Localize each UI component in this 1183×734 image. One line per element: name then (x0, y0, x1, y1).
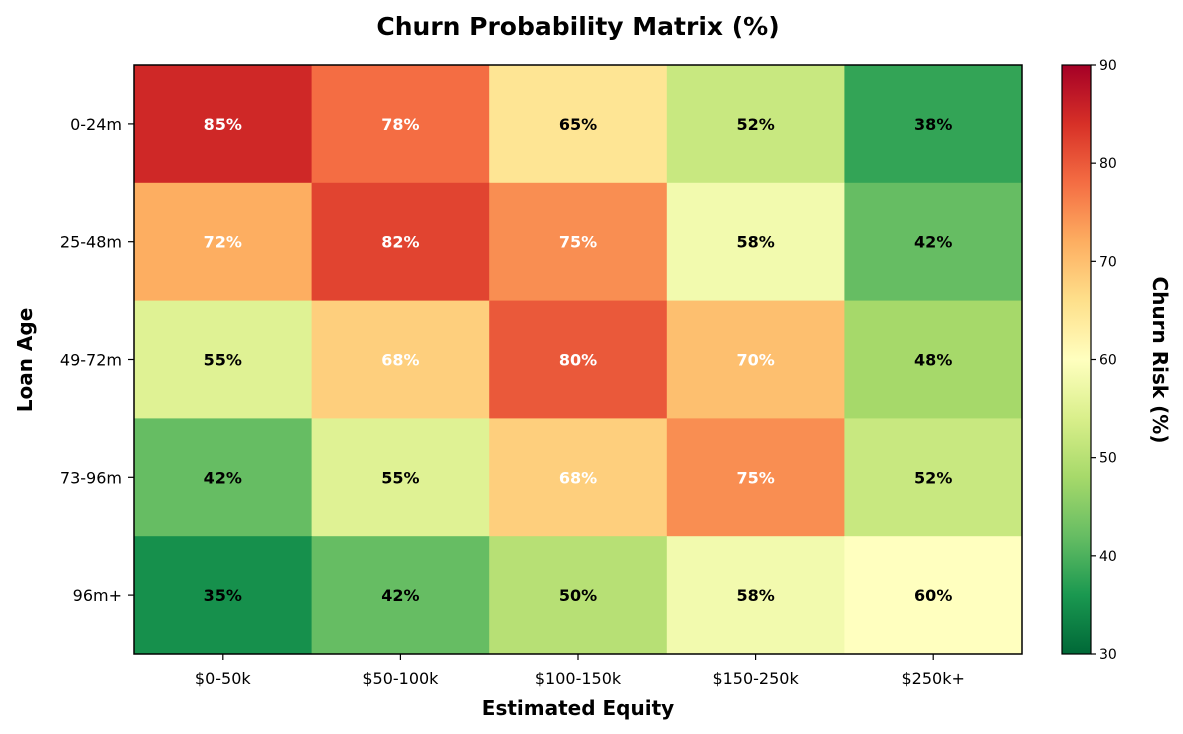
heatmap-cell (134, 536, 313, 655)
colorbar-tick-label: 30 (1099, 647, 1117, 663)
y-tick-label: 96m+ (73, 586, 122, 605)
heatmap-cells: 85% 78% 65% 52% 38% 72% 82% 75% 58% 42% 55% 68% 80% 7… (134, 65, 1023, 655)
heatmap-cell (489, 536, 668, 655)
y-tick-label: 25-48m (60, 233, 122, 252)
heatmap-cell (666, 300, 845, 419)
heatmap-cell (311, 65, 490, 184)
cell-value-label: 58% (736, 586, 774, 605)
colorbar-tick-label: 80 (1099, 156, 1117, 172)
cell-value-label: 55% (381, 468, 419, 487)
colorbar-gradient (1061, 64, 1092, 655)
heatmap-cell (134, 65, 313, 184)
heatmap-cell (134, 182, 313, 302)
colorbar: 30 40 50 60 70 80 90 (1061, 58, 1117, 663)
x-tick-label: $250k+ (902, 669, 965, 688)
colorbar-tick-label: 50 (1099, 451, 1117, 467)
x-tick-label: $150-250k (712, 669, 799, 688)
colorbar-tick-label: 60 (1099, 353, 1117, 369)
cell-value-label: 60% (914, 586, 952, 605)
heatmap-cell (844, 182, 1023, 302)
chart-title: Churn Probability Matrix (%) (376, 12, 779, 41)
cell-value-label: 70% (736, 351, 774, 370)
heatmap-cell (844, 65, 1023, 184)
x-tick-label: $50-100k (362, 669, 439, 688)
heatmap-cell (311, 182, 490, 302)
y-axis-ticks: 0-24m 25-48m 49-72m 73-96m 96m+ (60, 115, 134, 605)
cell-value-label: 68% (559, 468, 597, 487)
colorbar-tick-label: 70 (1099, 254, 1117, 270)
heatmap-cell (134, 300, 313, 419)
heatmap-cell (489, 65, 668, 184)
colorbar-label: Churn Risk (%) (1148, 277, 1172, 444)
y-tick-label: 73-96m (60, 468, 122, 487)
cell-value-label: 75% (559, 233, 597, 252)
cell-value-label: 52% (736, 115, 774, 134)
cell-value-label: 65% (559, 115, 597, 134)
cell-value-label: 58% (736, 233, 774, 252)
y-tick-label: 0-24m (70, 115, 122, 134)
x-axis-label: Estimated Equity (482, 696, 674, 720)
cell-value-label: 75% (736, 468, 774, 487)
heatmap-cell (666, 536, 845, 655)
colorbar-tick-label: 40 (1099, 549, 1117, 565)
cell-value-label: 35% (204, 586, 242, 605)
cell-value-label: 72% (204, 233, 242, 252)
heatmap-cell (666, 65, 845, 184)
heatmap-cell (844, 300, 1023, 419)
cell-value-label: 42% (204, 468, 242, 487)
heatmap-cell (489, 300, 668, 419)
cell-value-label: 78% (381, 115, 419, 134)
heatmap-cell (134, 418, 313, 537)
y-tick-label: 49-72m (60, 351, 122, 370)
heatmap-cell (311, 300, 490, 419)
cell-value-label: 52% (914, 468, 952, 487)
heatmap-cell (489, 182, 668, 302)
heatmap-cell (311, 536, 490, 655)
cell-value-label: 82% (381, 233, 419, 252)
x-axis-ticks: $0-50k $50-100k $100-150k $150-250k $250k+ (195, 654, 965, 688)
cell-value-label: 42% (381, 586, 419, 605)
colorbar-tick-label: 90 (1099, 58, 1117, 74)
heatmap-cell (844, 418, 1023, 537)
x-tick-label: $100-150k (535, 669, 622, 688)
heatmap-cell (844, 536, 1023, 655)
cell-value-label: 80% (559, 351, 597, 370)
heatmap-cell (666, 418, 845, 537)
cell-value-label: 85% (204, 115, 242, 134)
cell-value-label: 38% (914, 115, 952, 134)
x-tick-label: $0-50k (195, 669, 251, 688)
cell-value-label: 48% (914, 351, 952, 370)
cell-value-label: 68% (381, 351, 419, 370)
heatmap-cell (666, 182, 845, 302)
heatmap-cell (489, 418, 668, 537)
cell-value-label: 42% (914, 233, 952, 252)
y-axis-label: Loan Age (13, 308, 37, 413)
cell-value-label: 55% (204, 351, 242, 370)
cell-value-label: 50% (559, 586, 597, 605)
heatmap-cell (311, 418, 490, 537)
